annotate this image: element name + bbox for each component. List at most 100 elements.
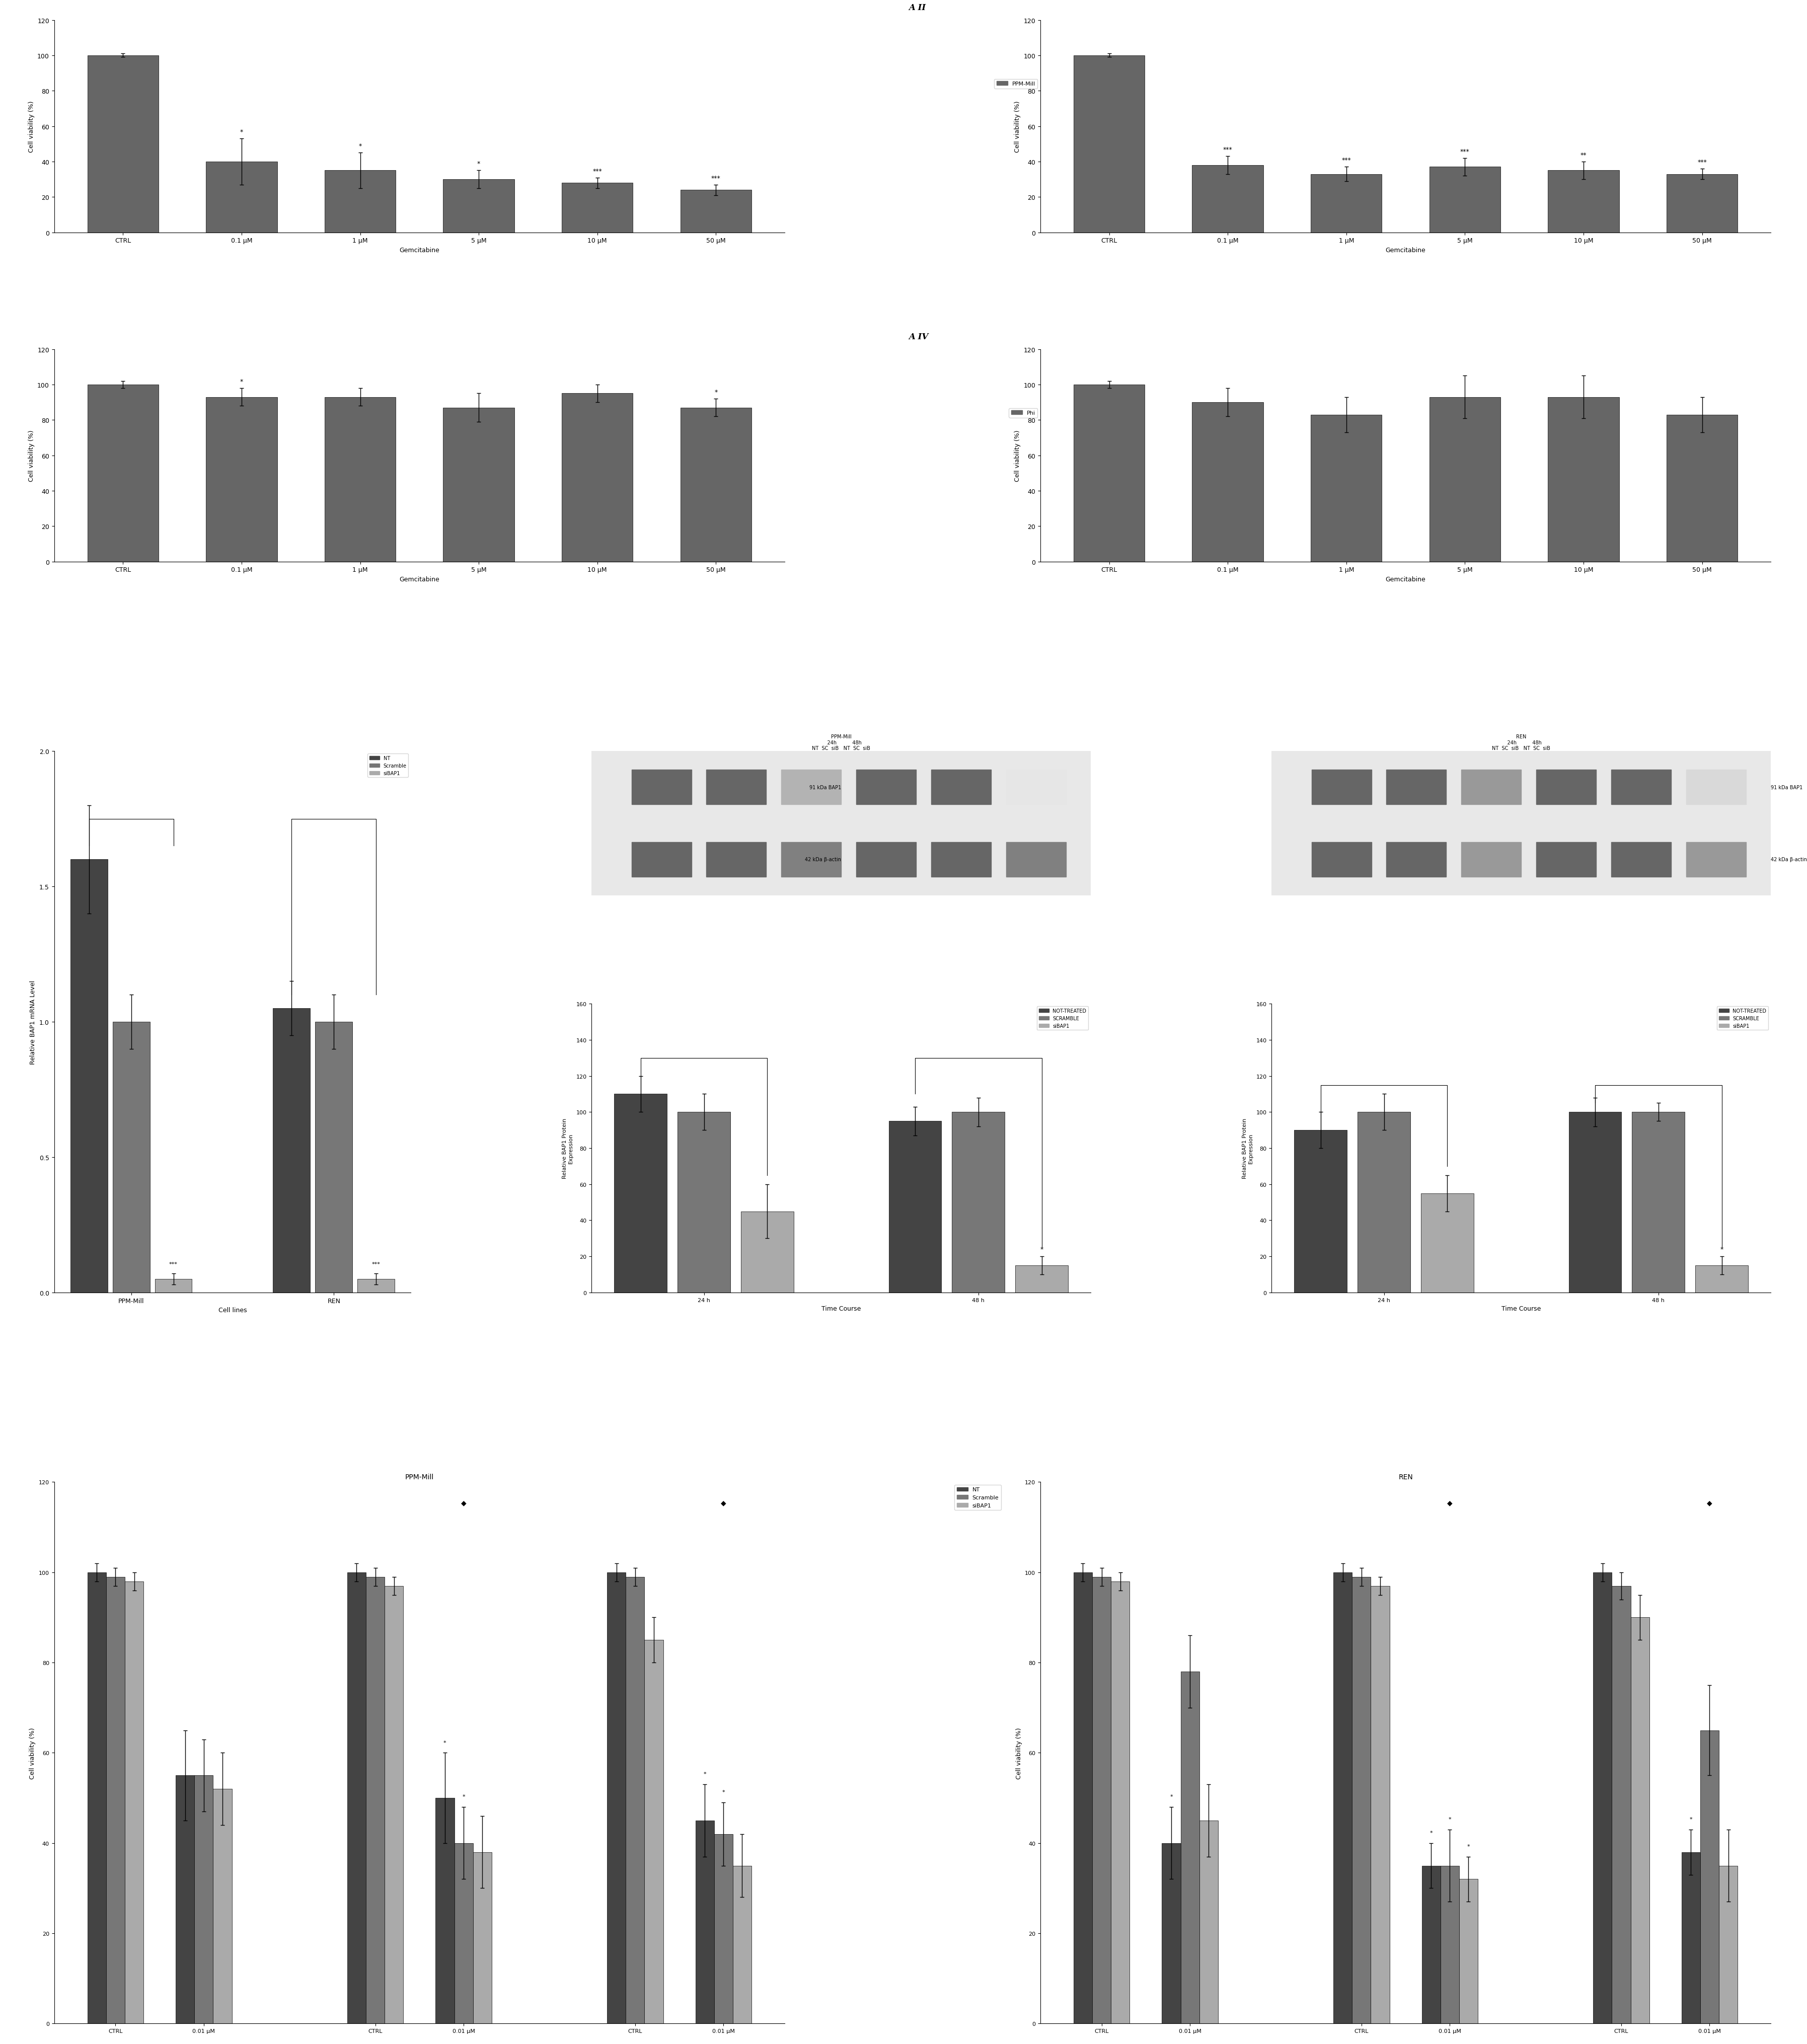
Bar	[1536, 771, 1596, 805]
Bar	[1594, 1572, 1612, 2024]
Text: *: *	[723, 1788, 725, 1795]
Bar	[614, 1094, 667, 1292]
Bar	[87, 55, 159, 233]
Text: A IV: A IV	[909, 333, 929, 341]
Bar	[1429, 397, 1500, 562]
Bar	[1549, 172, 1619, 233]
Bar	[358, 1280, 394, 1292]
Bar	[952, 1112, 1005, 1292]
Bar	[1111, 1582, 1129, 2024]
Bar	[112, 1022, 150, 1292]
Text: *: *	[703, 1772, 707, 1776]
Bar	[1200, 1821, 1218, 2024]
Bar	[213, 1788, 231, 2024]
Text: *: *	[1169, 1795, 1173, 1799]
Text: ***: ***	[593, 168, 602, 174]
Y-axis label: Cell viability (%): Cell viability (%)	[29, 1727, 36, 1778]
Bar	[1549, 397, 1619, 562]
Y-axis label: Cell viability (%): Cell viability (%)	[27, 100, 34, 153]
Bar	[678, 1112, 730, 1292]
Bar	[931, 842, 990, 877]
X-axis label: Gemcitabine: Gemcitabine	[399, 247, 439, 253]
Bar	[781, 842, 842, 877]
Bar	[1695, 1265, 1747, 1292]
Bar	[435, 1799, 454, 2024]
Text: **: **	[1581, 151, 1587, 159]
Bar	[707, 771, 766, 805]
Text: ◆: ◆	[721, 1498, 726, 1506]
Bar	[443, 180, 515, 233]
Text: ***: ***	[1460, 149, 1469, 155]
Bar	[1357, 1112, 1411, 1292]
Bar	[1162, 1844, 1180, 2024]
Text: ◆: ◆	[1447, 1498, 1453, 1506]
Text: *: *	[1720, 1247, 1724, 1253]
Bar	[87, 384, 159, 562]
Bar	[681, 190, 752, 233]
Bar	[681, 409, 752, 562]
Bar	[1666, 174, 1738, 233]
Bar	[1352, 1576, 1372, 2024]
Bar	[325, 397, 396, 562]
Bar	[1718, 1866, 1738, 2024]
Text: ***: ***	[712, 176, 721, 182]
Bar	[1666, 415, 1738, 562]
Text: 42 kDa β-actin: 42 kDa β-actin	[806, 856, 842, 863]
Bar	[1193, 166, 1263, 233]
Text: *: *	[1449, 1817, 1451, 1821]
Bar	[1180, 1672, 1200, 2024]
Bar	[1006, 771, 1066, 805]
Y-axis label: Cell viability (%): Cell viability (%)	[1016, 1727, 1023, 1778]
Text: *: *	[358, 143, 361, 149]
Bar	[734, 1866, 752, 2024]
Bar	[1294, 1130, 1346, 1292]
Legend: NOT-TREATED, SCRAMBLE, siBAP1: NOT-TREATED, SCRAMBLE, siBAP1	[1717, 1006, 1769, 1030]
Bar	[1386, 842, 1446, 877]
Text: *: *	[463, 1795, 464, 1799]
Legend: NT, Scramble, siBAP1: NT, Scramble, siBAP1	[954, 1486, 1001, 1511]
Y-axis label: Cell viability (%): Cell viability (%)	[27, 429, 34, 482]
Bar	[206, 161, 276, 233]
Bar	[314, 1022, 352, 1292]
Legend: NT, Scramble, siBAP1: NT, Scramble, siBAP1	[367, 754, 408, 777]
Bar	[1312, 771, 1372, 805]
Bar	[1462, 842, 1521, 877]
Bar	[1386, 771, 1446, 805]
Bar	[696, 1821, 714, 2024]
Bar	[931, 771, 990, 805]
Text: *: *	[443, 1739, 446, 1746]
Bar	[1312, 842, 1372, 877]
Bar	[1458, 1878, 1478, 2024]
Text: ***: ***	[1697, 159, 1708, 166]
Bar	[645, 1639, 663, 2024]
Bar	[367, 1576, 385, 2024]
Bar	[1193, 403, 1263, 562]
Bar	[1568, 1112, 1621, 1292]
Text: ***: ***	[170, 1261, 177, 1267]
Bar	[1073, 55, 1144, 233]
Bar	[87, 1572, 107, 2024]
Title: PPM-Mill
    24h          48h
NT  SC  siB   NT  SC  siB: PPM-Mill 24h 48h NT SC siB NT SC siB	[811, 734, 871, 750]
Bar	[1422, 1866, 1440, 2024]
Text: *: *	[240, 129, 244, 135]
Bar	[857, 842, 916, 877]
X-axis label: Time Course: Time Course	[822, 1306, 860, 1312]
Title: PPM-Mill: PPM-Mill	[405, 1474, 434, 1480]
Bar	[1686, 771, 1746, 805]
Bar	[1016, 1265, 1068, 1292]
Bar	[125, 1582, 143, 2024]
Bar	[454, 1844, 473, 2024]
Bar	[273, 1008, 311, 1292]
Bar	[1440, 1866, 1458, 2024]
Text: *: *	[714, 388, 717, 397]
Bar	[1632, 1112, 1684, 1292]
Bar	[562, 394, 632, 562]
Bar	[1686, 842, 1746, 877]
Bar	[155, 1280, 192, 1292]
Y-axis label: Cell viability (%): Cell viability (%)	[1014, 100, 1021, 153]
Y-axis label: Relative BAP1 mRNA Level: Relative BAP1 mRNA Level	[31, 979, 36, 1065]
Text: ***: ***	[1223, 147, 1232, 153]
Title: REN
    24h          48h
NT  SC  siB   NT  SC  siB: REN 24h 48h NT SC siB NT SC siB	[1493, 734, 1550, 750]
Bar	[1700, 1731, 1718, 2024]
Bar	[1630, 1617, 1650, 2024]
